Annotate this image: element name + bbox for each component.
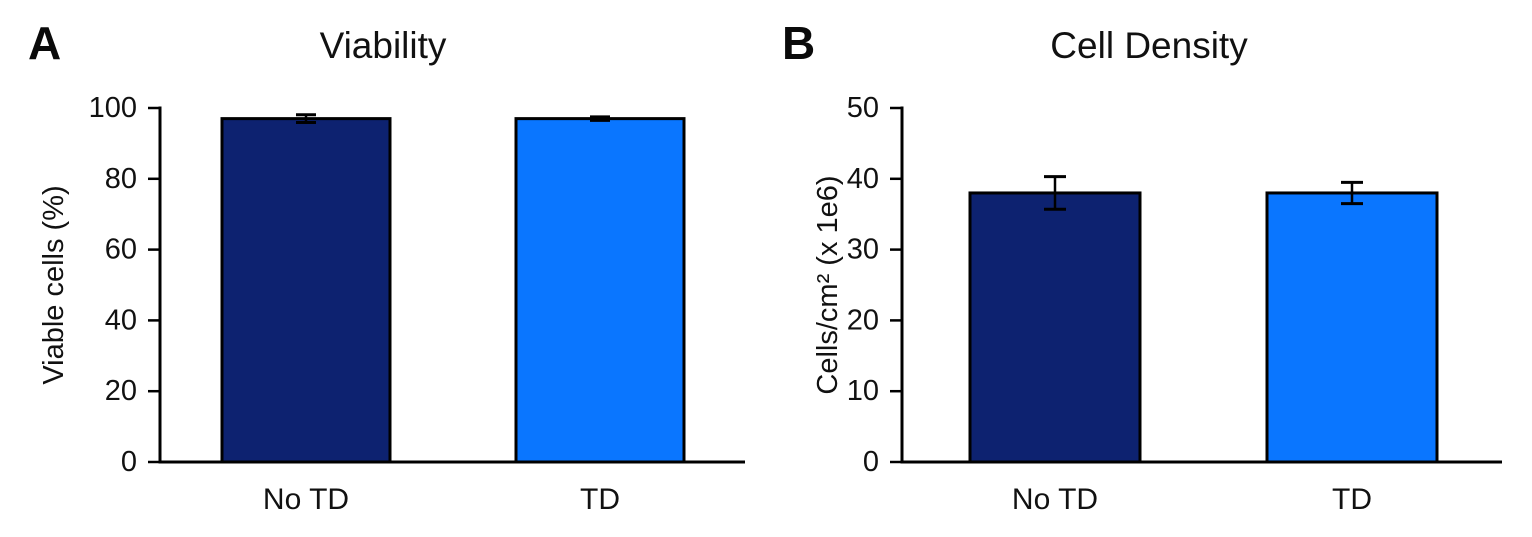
y-tick-label: 20 xyxy=(847,304,879,336)
bar-chart-viability: 0 20 40 60 80 100 Viable cells (%) No TD TD xyxy=(38,92,745,516)
y-tick-label: 40 xyxy=(105,304,137,336)
y-tick-label: 0 xyxy=(863,446,879,478)
y-tick-label: 60 xyxy=(105,234,137,266)
chart-title-viability: Viability xyxy=(319,25,447,66)
bar-no-td xyxy=(220,117,392,464)
y-tick-label: 80 xyxy=(105,163,137,195)
x-category-label-td: TD xyxy=(1332,483,1372,516)
x-category-label-no-td: No TD xyxy=(263,483,349,516)
y-axis-label: Viable cells (%) xyxy=(38,185,70,384)
panel-letter-a: A xyxy=(28,17,62,69)
bar-td xyxy=(514,117,686,464)
bar-no-td xyxy=(968,191,1142,464)
y-tick-label: 20 xyxy=(105,375,137,407)
chart-canvas-b: 0 10 20 30 40 50 Cells/cm² (x 1e6) No TD TD xyxy=(812,92,1502,516)
panel-letter-b: B xyxy=(782,17,816,69)
chart-canvas-a: 0 20 40 60 80 100 Viable cells (%) No TD TD xyxy=(38,92,745,516)
y-tick-label: 30 xyxy=(847,234,879,266)
y-axis-label: Cells/cm² (x 1e6) xyxy=(812,175,844,394)
y-tick-label: 50 xyxy=(847,92,879,124)
panel-a: A Viability 0 20 40 60 80 100 Viable cells (%)… xyxy=(28,17,745,516)
x-category-label-no-td: No TD xyxy=(1012,483,1098,516)
y-tick-label: 40 xyxy=(847,163,879,195)
panel-b: B Cell Density 0 10 20 30 40 50 Cells/cm² (x 1… xyxy=(766,0,1532,537)
x-category-label-td: TD xyxy=(580,483,620,516)
bar-td xyxy=(1265,191,1439,464)
bar-chart-cell-density: 0 10 20 30 40 50 Cells/cm² (x 1e6) No TD TD xyxy=(766,0,1532,537)
y-tick-label: 0 xyxy=(121,446,137,478)
y-tick-label: 10 xyxy=(847,375,879,407)
y-tick-label: 100 xyxy=(89,92,137,124)
chart-title-cell-density: Cell Density xyxy=(1050,25,1248,66)
